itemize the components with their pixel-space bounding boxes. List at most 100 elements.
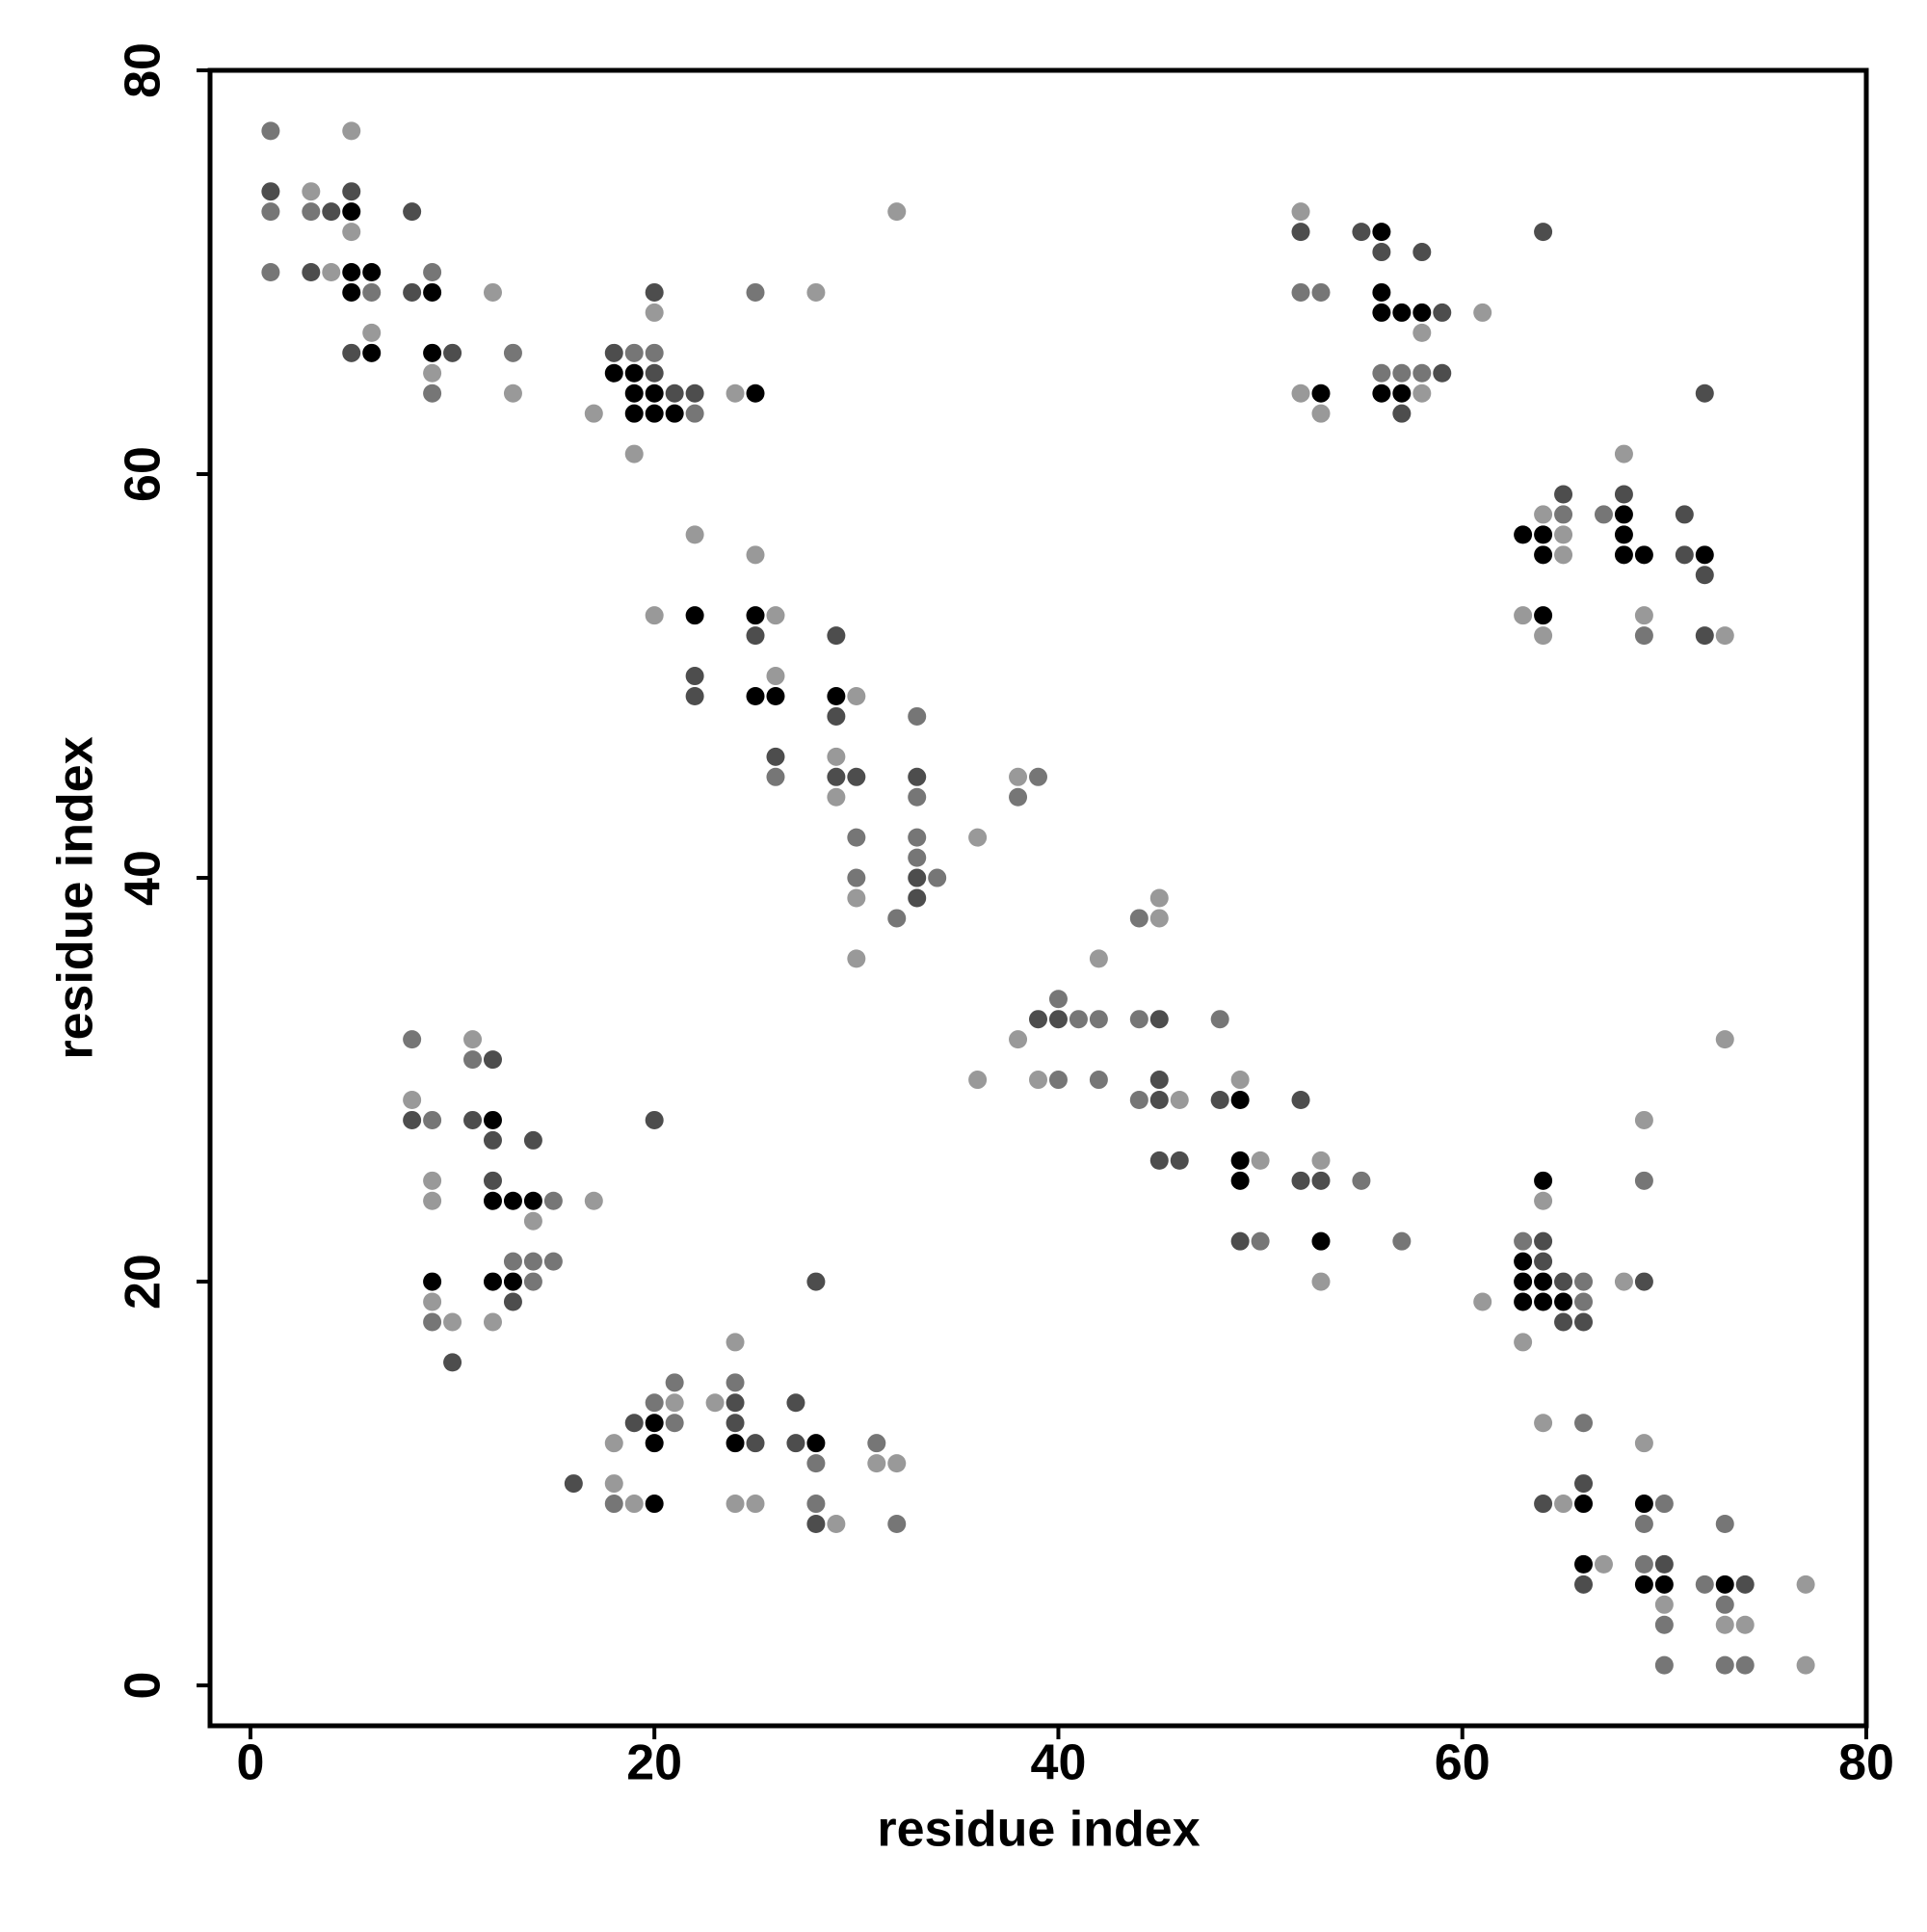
data-point — [362, 263, 382, 282]
data-point — [1412, 363, 1432, 383]
data-point — [1534, 1191, 1553, 1210]
data-point — [1654, 1575, 1674, 1594]
data-point — [1392, 303, 1412, 322]
data-point — [1534, 606, 1553, 625]
data-point — [806, 1495, 826, 1514]
data-point — [443, 1353, 462, 1372]
data-point — [1654, 1495, 1674, 1514]
data-point — [1514, 1292, 1533, 1311]
data-point — [1048, 1010, 1068, 1029]
data-point — [1149, 1010, 1169, 1029]
data-point — [665, 1414, 684, 1433]
data-point — [1634, 1495, 1653, 1514]
data-point — [1251, 1231, 1270, 1251]
data-point — [342, 263, 361, 282]
data-point — [523, 1130, 542, 1150]
data-point — [806, 1514, 826, 1533]
data-point — [1311, 384, 1331, 403]
data-point — [827, 767, 846, 786]
data-point — [806, 1454, 826, 1473]
data-point — [1554, 485, 1573, 504]
data-point — [908, 868, 927, 887]
data-point — [1311, 404, 1331, 423]
data-point — [1230, 1151, 1250, 1170]
data-point — [1251, 1151, 1270, 1170]
data-point — [1514, 1272, 1533, 1291]
data-point — [908, 706, 927, 726]
data-point — [1291, 282, 1310, 302]
data-point — [1129, 909, 1148, 928]
data-point — [423, 1292, 442, 1311]
data-point — [746, 384, 765, 403]
data-point — [483, 1312, 502, 1332]
data-point — [847, 828, 866, 847]
data-point — [827, 686, 846, 705]
data-point — [1352, 223, 1371, 242]
data-point — [786, 1434, 805, 1453]
data-point — [867, 1454, 886, 1473]
data-point — [827, 1514, 846, 1533]
data-point — [766, 686, 785, 705]
data-point — [1291, 223, 1310, 242]
data-point — [1634, 1272, 1653, 1291]
data-point — [1534, 1292, 1553, 1311]
data-point — [847, 949, 866, 968]
x-axis-title: residue index — [877, 1802, 1200, 1858]
data-point — [1089, 1010, 1108, 1029]
y-axis-title: residue index — [48, 736, 104, 1059]
data-point — [1675, 505, 1694, 524]
data-point — [403, 282, 422, 302]
data-point — [1715, 1030, 1734, 1049]
data-point — [1210, 1010, 1229, 1029]
data-point — [1634, 626, 1653, 646]
data-point — [423, 1171, 442, 1190]
data-point — [1594, 1554, 1613, 1574]
data-point — [1372, 303, 1391, 322]
data-point — [1352, 1171, 1371, 1190]
data-point — [1534, 1231, 1553, 1251]
data-point — [766, 667, 785, 686]
data-point — [1089, 1071, 1108, 1090]
y-tick-label: 80 — [116, 42, 172, 98]
data-point — [1695, 566, 1714, 585]
data-point — [726, 1393, 745, 1413]
data-point — [1392, 1231, 1412, 1251]
data-point — [1412, 243, 1432, 262]
data-point — [503, 384, 522, 403]
data-point — [503, 1292, 522, 1311]
data-point — [1534, 1414, 1553, 1433]
data-point — [1009, 767, 1028, 786]
data-point — [766, 606, 785, 625]
data-point — [261, 182, 280, 201]
data-point — [1534, 1272, 1553, 1291]
data-point — [1029, 1071, 1047, 1090]
data-point — [1634, 606, 1653, 625]
data-point — [362, 323, 382, 342]
data-point — [584, 1191, 603, 1210]
data-point — [1069, 1010, 1088, 1029]
data-point — [1089, 949, 1108, 968]
data-point — [746, 1495, 765, 1514]
data-point — [1534, 1495, 1553, 1514]
data-point — [827, 747, 846, 766]
data-point — [1048, 1071, 1068, 1090]
data-point — [827, 706, 846, 726]
data-point — [1614, 444, 1633, 463]
data-point — [1554, 1272, 1573, 1291]
data-point — [604, 1474, 623, 1494]
data-point — [523, 1252, 542, 1271]
data-point — [403, 1110, 422, 1129]
data-point — [624, 444, 644, 463]
data-point — [1433, 303, 1452, 322]
data-point — [1392, 363, 1412, 383]
data-point — [928, 868, 947, 887]
data-point — [1029, 1010, 1047, 1029]
data-point — [624, 1414, 644, 1433]
data-point — [726, 1495, 745, 1514]
data-point — [806, 282, 826, 302]
data-point — [483, 1110, 502, 1129]
data-point — [908, 848, 927, 867]
data-point — [1291, 384, 1310, 403]
data-point — [645, 1393, 664, 1413]
data-point — [302, 182, 321, 201]
